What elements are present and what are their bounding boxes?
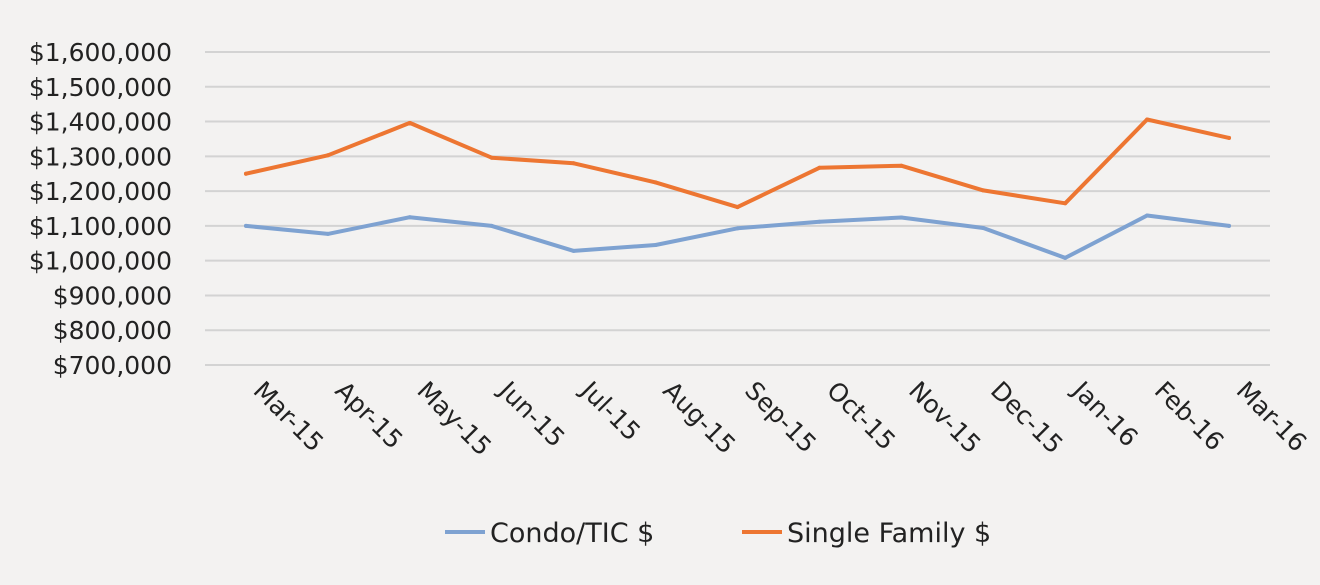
data-point [981,225,986,230]
data-point [735,205,740,210]
data-point [489,155,494,160]
x-tick-label: Dec-15 [985,376,1069,460]
data-point [489,223,494,228]
legend-label: Condo/TIC $ [490,518,654,549]
y-tick-label: $1,000,000 [29,247,172,276]
x-tick-label: Jul-15 [574,374,646,446]
data-point [653,180,658,185]
x-tick-label: Apr-15 [330,376,409,455]
data-point [1145,117,1150,122]
legend: Condo/TIC $ Single Family $ [445,518,991,549]
x-tick-label: Aug-15 [657,376,741,460]
x-tick-label: Sep-15 [739,376,822,459]
data-point [899,215,904,220]
y-tick-label: $1,200,000 [29,177,172,206]
data-point [735,226,740,231]
gridlines [205,51,1270,366]
data-point [407,120,412,125]
data-point [325,231,330,236]
data-point [243,171,248,176]
data-point [325,153,330,158]
y-tick-label: $1,600,000 [29,38,172,67]
series-line-single-family [244,117,1231,210]
data-point [1227,223,1232,228]
y-tick-label: $1,300,000 [29,142,172,171]
y-axis-tick-labels: $700,000 $800,000 $900,000 $1,000,000 $1,100… [29,38,172,380]
data-point [407,215,412,220]
data-point [571,248,576,253]
x-tick-label: May-15 [412,376,498,462]
x-tick-label: Oct-15 [821,376,901,456]
data-point [1063,201,1068,206]
data-point [653,243,658,248]
data-point [243,223,248,228]
y-tick-label: $1,400,000 [29,108,172,137]
x-tick-label: Jun-15 [492,374,570,452]
x-tick-label: Mar-16 [1231,376,1313,458]
y-tick-label: $1,100,000 [29,212,172,241]
x-tick-label: Jan-16 [1066,374,1144,452]
x-tick-label: Mar-15 [248,376,330,458]
x-tick-label: Feb-16 [1149,376,1230,457]
data-point [899,163,904,168]
y-tick-label: $1,500,000 [29,73,172,102]
data-point [981,188,986,193]
data-point [1227,135,1232,140]
data-point [1145,213,1150,218]
y-tick-label: $800,000 [53,316,172,345]
series-line-condo-tic [244,213,1231,260]
legend-label: Single Family $ [787,518,991,549]
data-point [1063,255,1068,260]
series-lines [243,117,1232,260]
data-point [817,219,822,224]
data-point [817,165,822,170]
data-point [571,161,576,166]
y-tick-label: $900,000 [53,281,172,310]
y-tick-label: $700,000 [53,351,172,380]
x-tick-label: Nov-15 [903,376,986,459]
